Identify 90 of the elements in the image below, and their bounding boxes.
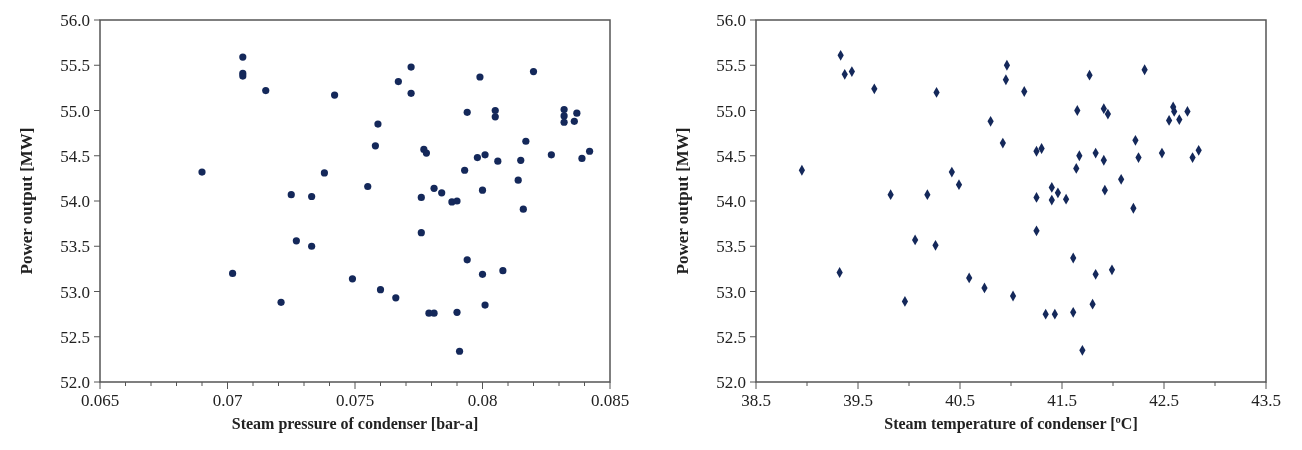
x-tick-label: 43.5	[1251, 391, 1281, 410]
point	[573, 109, 581, 117]
y-tick-label: 54.0	[60, 192, 90, 211]
y-tick-label: 53.5	[60, 237, 90, 257]
point	[364, 182, 372, 191]
point	[461, 166, 469, 174]
point	[560, 118, 568, 126]
point	[392, 294, 400, 302]
x-tick-label: 0.075	[335, 391, 375, 410]
point	[478, 186, 487, 194]
point	[522, 137, 530, 145]
point	[331, 91, 339, 99]
y-tick-label: 54.0	[716, 192, 746, 211]
point	[292, 237, 300, 245]
point	[578, 154, 586, 163]
point	[519, 205, 527, 213]
point	[374, 120, 382, 128]
point	[308, 242, 316, 250]
point	[320, 169, 328, 177]
y-tick-label: 52.0	[716, 373, 746, 392]
point	[262, 87, 270, 95]
y-tick-label: 56.0	[716, 11, 746, 30]
point	[586, 147, 594, 155]
point	[308, 192, 316, 201]
y-tick-label: 55.0	[716, 101, 746, 121]
point	[481, 151, 489, 159]
y-axis-title: Power output [MW]	[673, 127, 692, 275]
point	[491, 106, 499, 115]
point	[430, 309, 438, 317]
point	[478, 270, 487, 278]
y-tick-label: 52.0	[60, 373, 90, 392]
point	[376, 286, 385, 294]
point	[491, 113, 499, 121]
x-tick-label: 40.5	[945, 391, 975, 410]
point	[453, 197, 461, 205]
point	[494, 157, 502, 165]
x-tick-label: 0.065	[80, 391, 120, 410]
x-tick-label: 38.5	[741, 391, 771, 410]
point	[422, 149, 430, 157]
point	[476, 73, 484, 81]
y-tick-label: 52.5	[716, 327, 746, 347]
y-tick-label: 53.5	[716, 237, 746, 257]
point	[198, 168, 206, 176]
point	[473, 153, 481, 162]
point	[481, 301, 489, 309]
point	[417, 193, 425, 201]
y-tick-label: 53.0	[60, 282, 90, 302]
point	[463, 108, 471, 116]
point	[287, 191, 295, 199]
point	[514, 176, 522, 184]
x-tick-label: 0.08	[467, 391, 498, 410]
point	[455, 347, 464, 355]
point	[560, 112, 568, 120]
y-tick-label: 52.5	[60, 327, 90, 347]
x-tick-label: 39.5	[843, 391, 873, 410]
y-tick-label: 54.5	[60, 146, 90, 166]
point	[499, 267, 507, 275]
point	[453, 308, 461, 316]
point	[229, 269, 237, 277]
point	[547, 151, 555, 159]
point	[417, 229, 425, 237]
x-axis-title: Steam temperature of condenser [ºC]	[884, 415, 1138, 433]
point	[407, 63, 415, 71]
point	[407, 89, 415, 97]
point	[901, 296, 909, 307]
y-tick-label: 56.0	[60, 11, 90, 30]
point	[348, 275, 357, 283]
y-tick-label: 54.5	[716, 146, 746, 166]
x-tick-label: 41.5	[1047, 391, 1077, 410]
x-axis-title: Steam pressure of condenser [bar-a]	[231, 415, 479, 433]
point	[560, 106, 568, 114]
point	[239, 53, 247, 61]
point	[517, 156, 525, 164]
point	[1165, 115, 1173, 126]
y-tick-label: 55.0	[60, 101, 90, 121]
point	[371, 142, 379, 150]
x-tick-label: 0.085	[590, 391, 630, 410]
y-axis-title: Power output [MW]	[17, 127, 36, 275]
point	[438, 189, 446, 197]
y-tick-label: 55.5	[716, 56, 746, 76]
point	[394, 77, 402, 86]
point	[277, 298, 285, 306]
x-tick-label: 42.5	[1149, 391, 1179, 410]
y-tick-label: 55.5	[60, 56, 90, 76]
point	[463, 256, 471, 264]
point	[570, 117, 578, 125]
point	[430, 184, 438, 192]
point	[529, 67, 538, 76]
y-tick-label: 53.0	[716, 282, 746, 302]
x-tick-label: 0.07	[212, 391, 243, 410]
